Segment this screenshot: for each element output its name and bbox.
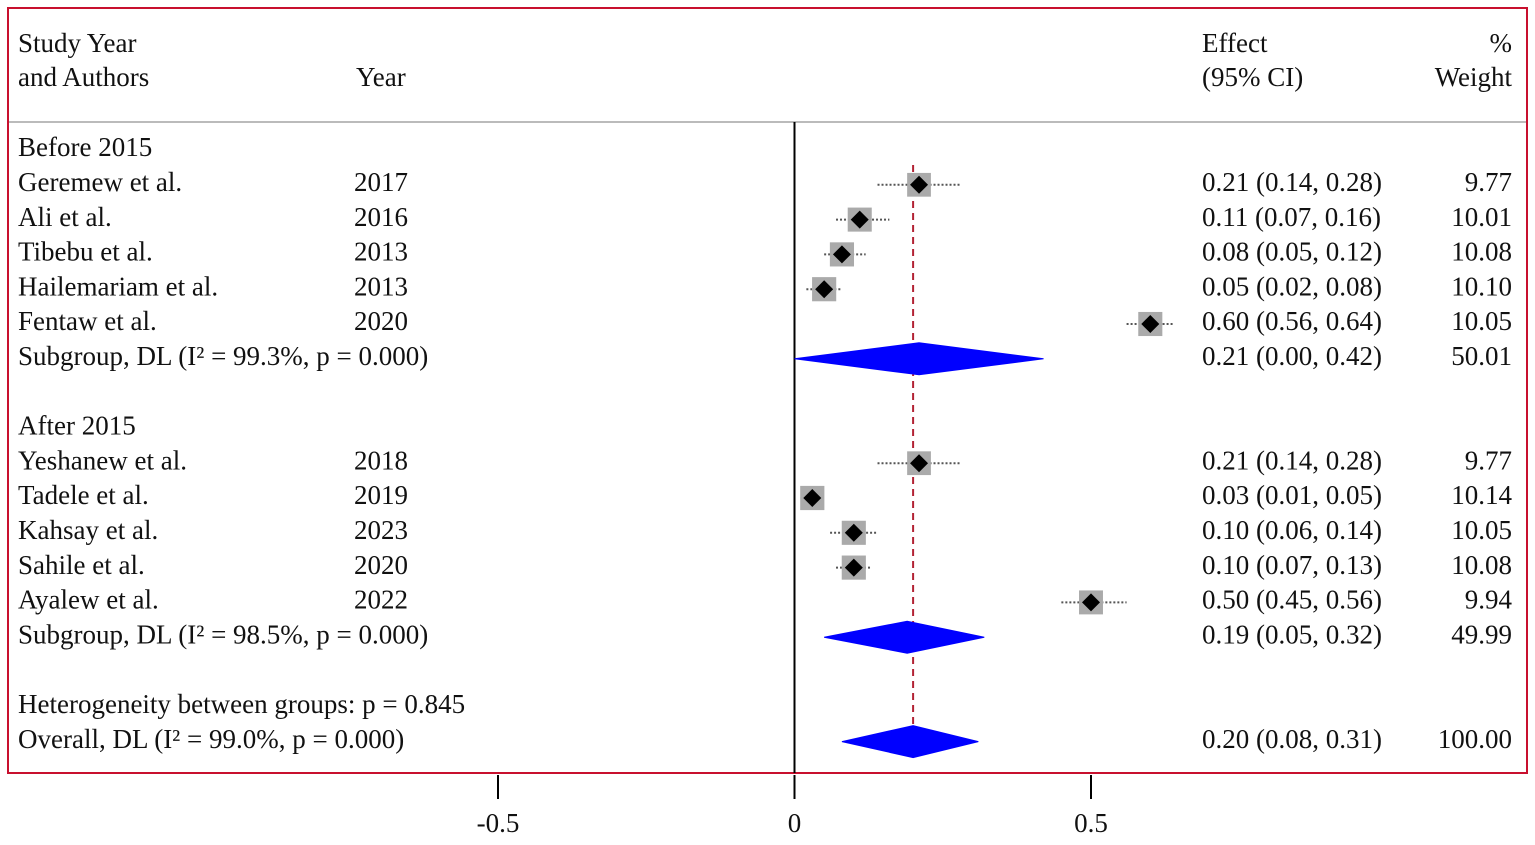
- study-name: Ali et al.: [18, 202, 112, 232]
- ci-label: 0.03 (0.01, 0.05): [1202, 480, 1382, 510]
- point-estimate: [910, 454, 929, 473]
- study-year: 2023: [354, 515, 408, 545]
- subtotal-label: Subgroup, DL (I² = 99.3%, p = 0.000): [18, 341, 428, 371]
- ci-label: 0.10 (0.07, 0.13): [1202, 550, 1382, 580]
- weight-label: 9.77: [1465, 445, 1512, 475]
- ci-label: 0.05 (0.02, 0.08): [1202, 271, 1382, 301]
- weight-label: 10.05: [1451, 515, 1512, 545]
- pooled-diamond: [824, 620, 985, 654]
- weight-label: 10.08: [1451, 237, 1512, 267]
- study-year: 2020: [354, 550, 408, 580]
- study-year: 2013: [354, 271, 408, 301]
- ci-label: 0.20 (0.08, 0.31): [1202, 724, 1382, 754]
- study-year: 2019: [354, 480, 408, 510]
- frame: [7, 7, 1528, 774]
- ci-label: 0.60 (0.56, 0.64): [1202, 306, 1382, 336]
- x-tick-label: 0: [788, 808, 802, 838]
- study-name: Hailemariam et al.: [18, 271, 218, 301]
- point-estimate: [910, 175, 929, 194]
- weight-label: 10.05: [1451, 306, 1512, 336]
- weight-label: 10.10: [1451, 271, 1512, 301]
- weight-label: 50.01: [1451, 341, 1512, 371]
- overall-label: Overall, DL (I² = 99.0%, p = 0.000): [18, 724, 404, 754]
- point-estimate: [815, 280, 834, 299]
- header-study: Study Year: [18, 28, 137, 58]
- study-name: Sahile et al.: [18, 550, 145, 580]
- group-label: Before 2015: [18, 132, 152, 162]
- study-name: Fentaw et al.: [18, 306, 157, 336]
- point-estimate: [832, 245, 851, 264]
- weight-label: 9.94: [1465, 585, 1513, 615]
- header-pct: %: [1490, 28, 1513, 58]
- ci-label: 0.21 (0.14, 0.28): [1202, 445, 1382, 475]
- point-estimate: [1141, 315, 1160, 333]
- group-label: After 2015: [18, 411, 136, 441]
- ci-label: 0.10 (0.06, 0.14): [1202, 515, 1382, 545]
- weight-label: 10.01: [1451, 202, 1512, 232]
- study-year: 2013: [354, 237, 408, 267]
- study-name: Ayalew et al.: [18, 585, 159, 615]
- pooled-diamond: [841, 725, 979, 759]
- study-year: 2020: [354, 306, 408, 336]
- point-estimate: [803, 489, 822, 507]
- header-study: and Authors: [18, 62, 149, 92]
- study-name: Kahsay et al.: [18, 515, 158, 545]
- study-year: 2018: [354, 445, 408, 475]
- heterogeneity-label: Heterogeneity between groups: p = 0.845: [18, 689, 465, 719]
- weight-label: 10.14: [1451, 480, 1512, 510]
- point-estimate: [1082, 593, 1100, 612]
- ci-label: 0.50 (0.45, 0.56): [1202, 585, 1382, 615]
- ci-label: 0.11 (0.07, 0.16): [1202, 202, 1381, 232]
- weight-label: 100.00: [1438, 724, 1512, 754]
- point-estimate: [850, 210, 869, 229]
- study-name: Yeshanew et al.: [18, 445, 187, 475]
- header-weight: Weight: [1435, 62, 1513, 92]
- ci-label: 0.08 (0.05, 0.12): [1202, 237, 1382, 267]
- header-year: Year: [356, 62, 406, 92]
- study-year: 2022: [354, 585, 408, 615]
- ci-label: 0.21 (0.14, 0.28): [1202, 167, 1382, 197]
- study-name: Geremew et al.: [18, 167, 182, 197]
- weight-label: 49.99: [1451, 619, 1512, 649]
- subtotal-label: Subgroup, DL (I² = 98.5%, p = 0.000): [18, 619, 428, 649]
- pooled-diamond: [794, 342, 1044, 376]
- study-name: Tadele et al.: [18, 480, 149, 510]
- x-tick-label: -0.5: [477, 808, 520, 838]
- point-estimate: [844, 523, 863, 542]
- weight-label: 10.08: [1451, 550, 1512, 580]
- header-effect: Effect: [1202, 28, 1268, 58]
- study-year: 2017: [354, 167, 408, 197]
- point-estimate: [844, 558, 863, 577]
- weight-label: 9.77: [1465, 167, 1512, 197]
- ci-label: 0.19 (0.05, 0.32): [1202, 619, 1382, 649]
- x-tick-label: 0.5: [1074, 808, 1108, 838]
- study-year: 2016: [354, 202, 408, 232]
- study-name: Tibebu et al.: [18, 237, 153, 267]
- header-ci: (95% CI): [1202, 62, 1303, 92]
- ci-label: 0.21 (0.00, 0.42): [1202, 341, 1382, 371]
